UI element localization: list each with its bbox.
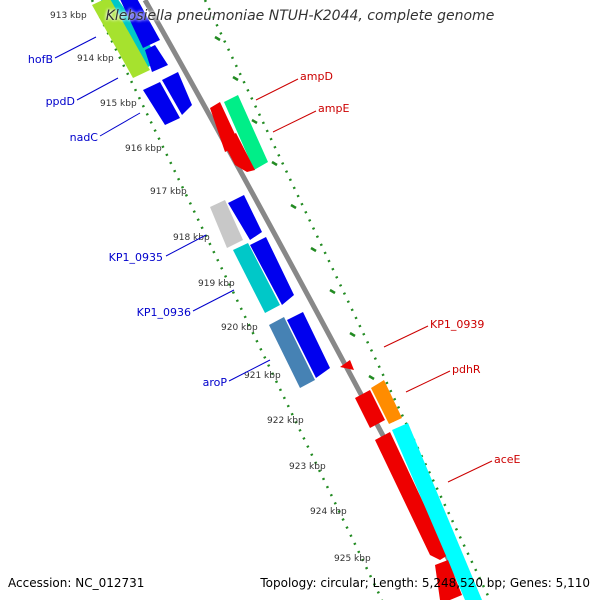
tick-label: 920 kbp bbox=[221, 323, 258, 333]
tick-label: 922 kbp bbox=[267, 416, 304, 426]
gene-label-ampD: ampD bbox=[300, 70, 333, 83]
gene-label-aceE: aceE bbox=[494, 453, 521, 466]
gene-KP1_0939 bbox=[355, 390, 385, 428]
accession-text: Accession: NC_012731 bbox=[8, 576, 145, 590]
tick-guide-right bbox=[203, 0, 492, 600]
tick-guide-left bbox=[90, 0, 384, 600]
gene-nadC-1 bbox=[143, 82, 180, 125]
gene-label-nadC: nadC bbox=[70, 131, 99, 144]
gene-KP1_0935 bbox=[228, 195, 262, 240]
tick-label: 918 kbp bbox=[173, 233, 210, 243]
gene-small-red bbox=[340, 360, 354, 370]
tick-label: 914 kbp bbox=[77, 54, 114, 64]
tick-label: 917 kbp bbox=[150, 187, 187, 197]
gene-label-KP1_0936: KP1_0936 bbox=[137, 306, 191, 319]
gene-ampE bbox=[222, 133, 255, 172]
gene-nadC-2 bbox=[162, 72, 192, 115]
tick-label: 921 kbp bbox=[244, 371, 281, 381]
tick-label: 925 kbp bbox=[334, 554, 371, 564]
gene-aroP bbox=[287, 312, 330, 378]
gene-label-pdhR: pdhR bbox=[452, 363, 481, 376]
gene-aceE bbox=[375, 432, 448, 560]
left-gene-labels[interactable]: hofB ppdD nadC KP1_0935 KP1_0936 aroP bbox=[28, 53, 227, 389]
gene-bottom-red bbox=[435, 560, 462, 600]
gene-aroP-steel bbox=[269, 317, 315, 388]
gene-KP1_0935-cyan bbox=[233, 243, 280, 313]
topology-text: Topology: circular; Length: 5,248,520 bp… bbox=[260, 576, 590, 590]
gene-pdhR bbox=[371, 380, 402, 424]
forward-genes[interactable] bbox=[92, 0, 330, 388]
tick-label: 923 kbp bbox=[289, 462, 326, 472]
tick-label: 916 kbp bbox=[125, 144, 162, 154]
gene-ampE-green bbox=[224, 95, 268, 170]
gene-label-ampE: ampE bbox=[318, 102, 349, 115]
right-leaders bbox=[255, 78, 493, 483]
gene-blue-top bbox=[120, 0, 160, 48]
reverse-genes[interactable] bbox=[210, 95, 482, 600]
tick-label: 924 kbp bbox=[310, 507, 347, 517]
gene-ppdD bbox=[145, 45, 168, 72]
gene-gray bbox=[210, 200, 243, 248]
gene-label-hofB: hofB bbox=[28, 53, 53, 66]
tick-labels: 913 kbp 914 kbp 915 kbp 916 kbp 917 kbp … bbox=[50, 11, 371, 564]
tick-label: 915 kbp bbox=[100, 99, 137, 109]
gene-label-aroP: aroP bbox=[203, 376, 228, 389]
right-gene-labels[interactable]: ampD ampE KP1_0939 pdhR aceE bbox=[300, 70, 521, 466]
gene-hofB-2 bbox=[92, 0, 150, 78]
gene-label-KP1_0939: KP1_0939 bbox=[430, 318, 484, 331]
gene-label-KP1_0935: KP1_0935 bbox=[109, 251, 163, 264]
genome-title: Klebsiella pneumoniae NTUH-K2044, comple… bbox=[105, 8, 495, 24]
tick-label: 913 kbp bbox=[50, 11, 87, 21]
left-leaders bbox=[54, 36, 271, 382]
gene-KP1_0936 bbox=[250, 237, 294, 305]
tick-label: 919 kbp bbox=[198, 279, 235, 289]
gene-label-ppdD: ppdD bbox=[46, 95, 75, 108]
gene-aceE-cyan bbox=[392, 423, 482, 600]
